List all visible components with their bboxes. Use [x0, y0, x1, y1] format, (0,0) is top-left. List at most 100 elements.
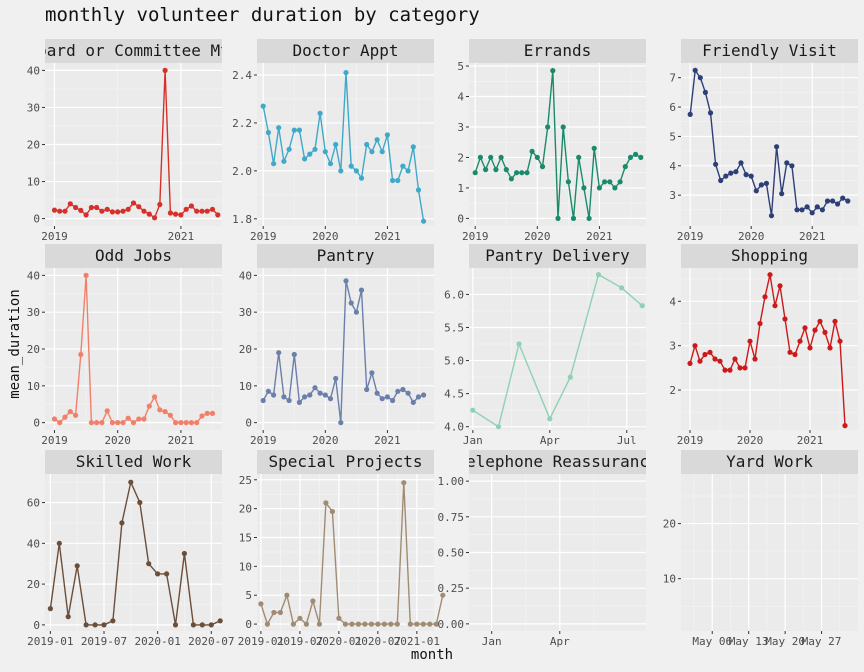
- y-tick-label: 0: [245, 618, 252, 631]
- y-tick-label: 5.0: [444, 355, 464, 368]
- data-point: [752, 356, 758, 362]
- x-tick-label: 2020: [104, 434, 131, 447]
- data-point: [388, 621, 394, 627]
- data-point: [727, 367, 733, 373]
- data-point: [415, 187, 422, 193]
- data-point: [576, 154, 582, 160]
- panel-doctor-appt: Doctor Appt 1.8 2.0 2.2 2.4 2019 2020 2021: [232, 39, 434, 243]
- data-point: [687, 360, 693, 366]
- data-point: [115, 209, 121, 215]
- data-point: [329, 508, 335, 515]
- data-point: [401, 480, 407, 486]
- x-tick-label: 2021: [586, 230, 613, 243]
- data-point: [697, 75, 703, 81]
- data-point: [840, 195, 846, 201]
- data-point: [297, 615, 303, 621]
- data-point: [276, 350, 282, 356]
- chart-title: monthly volunteer duration by category: [45, 4, 480, 26]
- data-point: [188, 203, 194, 209]
- data-point: [586, 215, 592, 221]
- data-point: [120, 420, 126, 426]
- y-tick-label: 6: [669, 101, 676, 114]
- data-point: [56, 540, 62, 546]
- x-tick-label: 2020-07: [355, 635, 401, 648]
- data-point: [364, 141, 370, 148]
- data-point: [797, 338, 803, 344]
- y-tick-label: 20: [239, 343, 252, 356]
- data-point: [767, 272, 773, 278]
- x-tick-label: 2020: [312, 434, 339, 447]
- data-point: [130, 200, 137, 206]
- data-point: [152, 215, 158, 221]
- panel-pantry: Pantry 0 10 20 30 40 2019 2020 2021: [239, 244, 434, 447]
- x-tick-label: 2021: [799, 230, 826, 243]
- x-tick-label: 2019-07: [81, 635, 127, 648]
- data-point: [271, 392, 277, 398]
- strip-label: Board or Committee Mtg: [28, 41, 240, 60]
- strip-label: Skilled Work: [76, 452, 192, 471]
- data-point: [281, 394, 287, 400]
- y-tick-label: 1.8: [232, 213, 252, 226]
- data-point: [152, 394, 158, 400]
- data-point: [732, 356, 738, 362]
- strip-background: [469, 39, 646, 63]
- strip-background: [469, 244, 646, 268]
- data-point: [336, 615, 342, 621]
- data-point: [723, 173, 729, 179]
- data-point: [718, 177, 724, 184]
- strip-background: [681, 244, 858, 268]
- data-point: [73, 412, 79, 418]
- data-point: [832, 318, 838, 324]
- data-point: [110, 618, 116, 624]
- y-tick-label: 40: [27, 269, 40, 282]
- data-point: [555, 215, 561, 221]
- data-point: [322, 392, 328, 398]
- data-point: [146, 403, 152, 409]
- data-point: [747, 338, 753, 344]
- data-point: [276, 125, 282, 131]
- y-tick-label: 10: [663, 573, 676, 586]
- data-point: [343, 70, 349, 76]
- y-tick-label: 20: [27, 343, 40, 356]
- data-point: [483, 167, 489, 173]
- data-point: [47, 606, 54, 612]
- data-point: [809, 210, 815, 216]
- data-point: [167, 210, 173, 216]
- data-point: [410, 144, 416, 150]
- data-point: [638, 154, 644, 160]
- data-point: [141, 208, 147, 214]
- y-tick-label: 5: [245, 589, 252, 602]
- y-tick-label: 2.0: [232, 165, 252, 178]
- y-tick-label: 40: [27, 537, 40, 550]
- data-point: [215, 212, 221, 218]
- data-point: [303, 621, 309, 627]
- data-point: [194, 420, 200, 426]
- data-point: [101, 622, 107, 628]
- data-point: [104, 206, 110, 212]
- plot-background: [45, 474, 222, 631]
- data-point: [65, 614, 71, 620]
- x-tick-label: 2019: [250, 230, 277, 243]
- data-point: [804, 204, 810, 210]
- data-point: [146, 211, 152, 217]
- y-tick-label: 4.5: [444, 388, 464, 401]
- y-tick-label: 20: [239, 503, 252, 516]
- data-point: [420, 621, 426, 627]
- strip-background: [469, 450, 646, 474]
- data-point: [83, 212, 89, 218]
- data-point: [358, 287, 365, 293]
- y-tick-label: 0: [33, 619, 40, 632]
- strip-label: Special Projects: [268, 452, 422, 471]
- data-point: [737, 365, 743, 371]
- strip-background: [257, 39, 434, 63]
- data-point: [622, 164, 628, 170]
- data-point: [109, 209, 115, 215]
- data-point: [379, 149, 385, 155]
- y-tick-label: 4: [457, 91, 464, 104]
- data-point: [524, 170, 530, 176]
- data-point: [190, 622, 196, 628]
- y-tick-label: 10: [27, 176, 40, 189]
- y-tick-label: 2.4: [232, 69, 252, 82]
- data-point: [390, 397, 396, 404]
